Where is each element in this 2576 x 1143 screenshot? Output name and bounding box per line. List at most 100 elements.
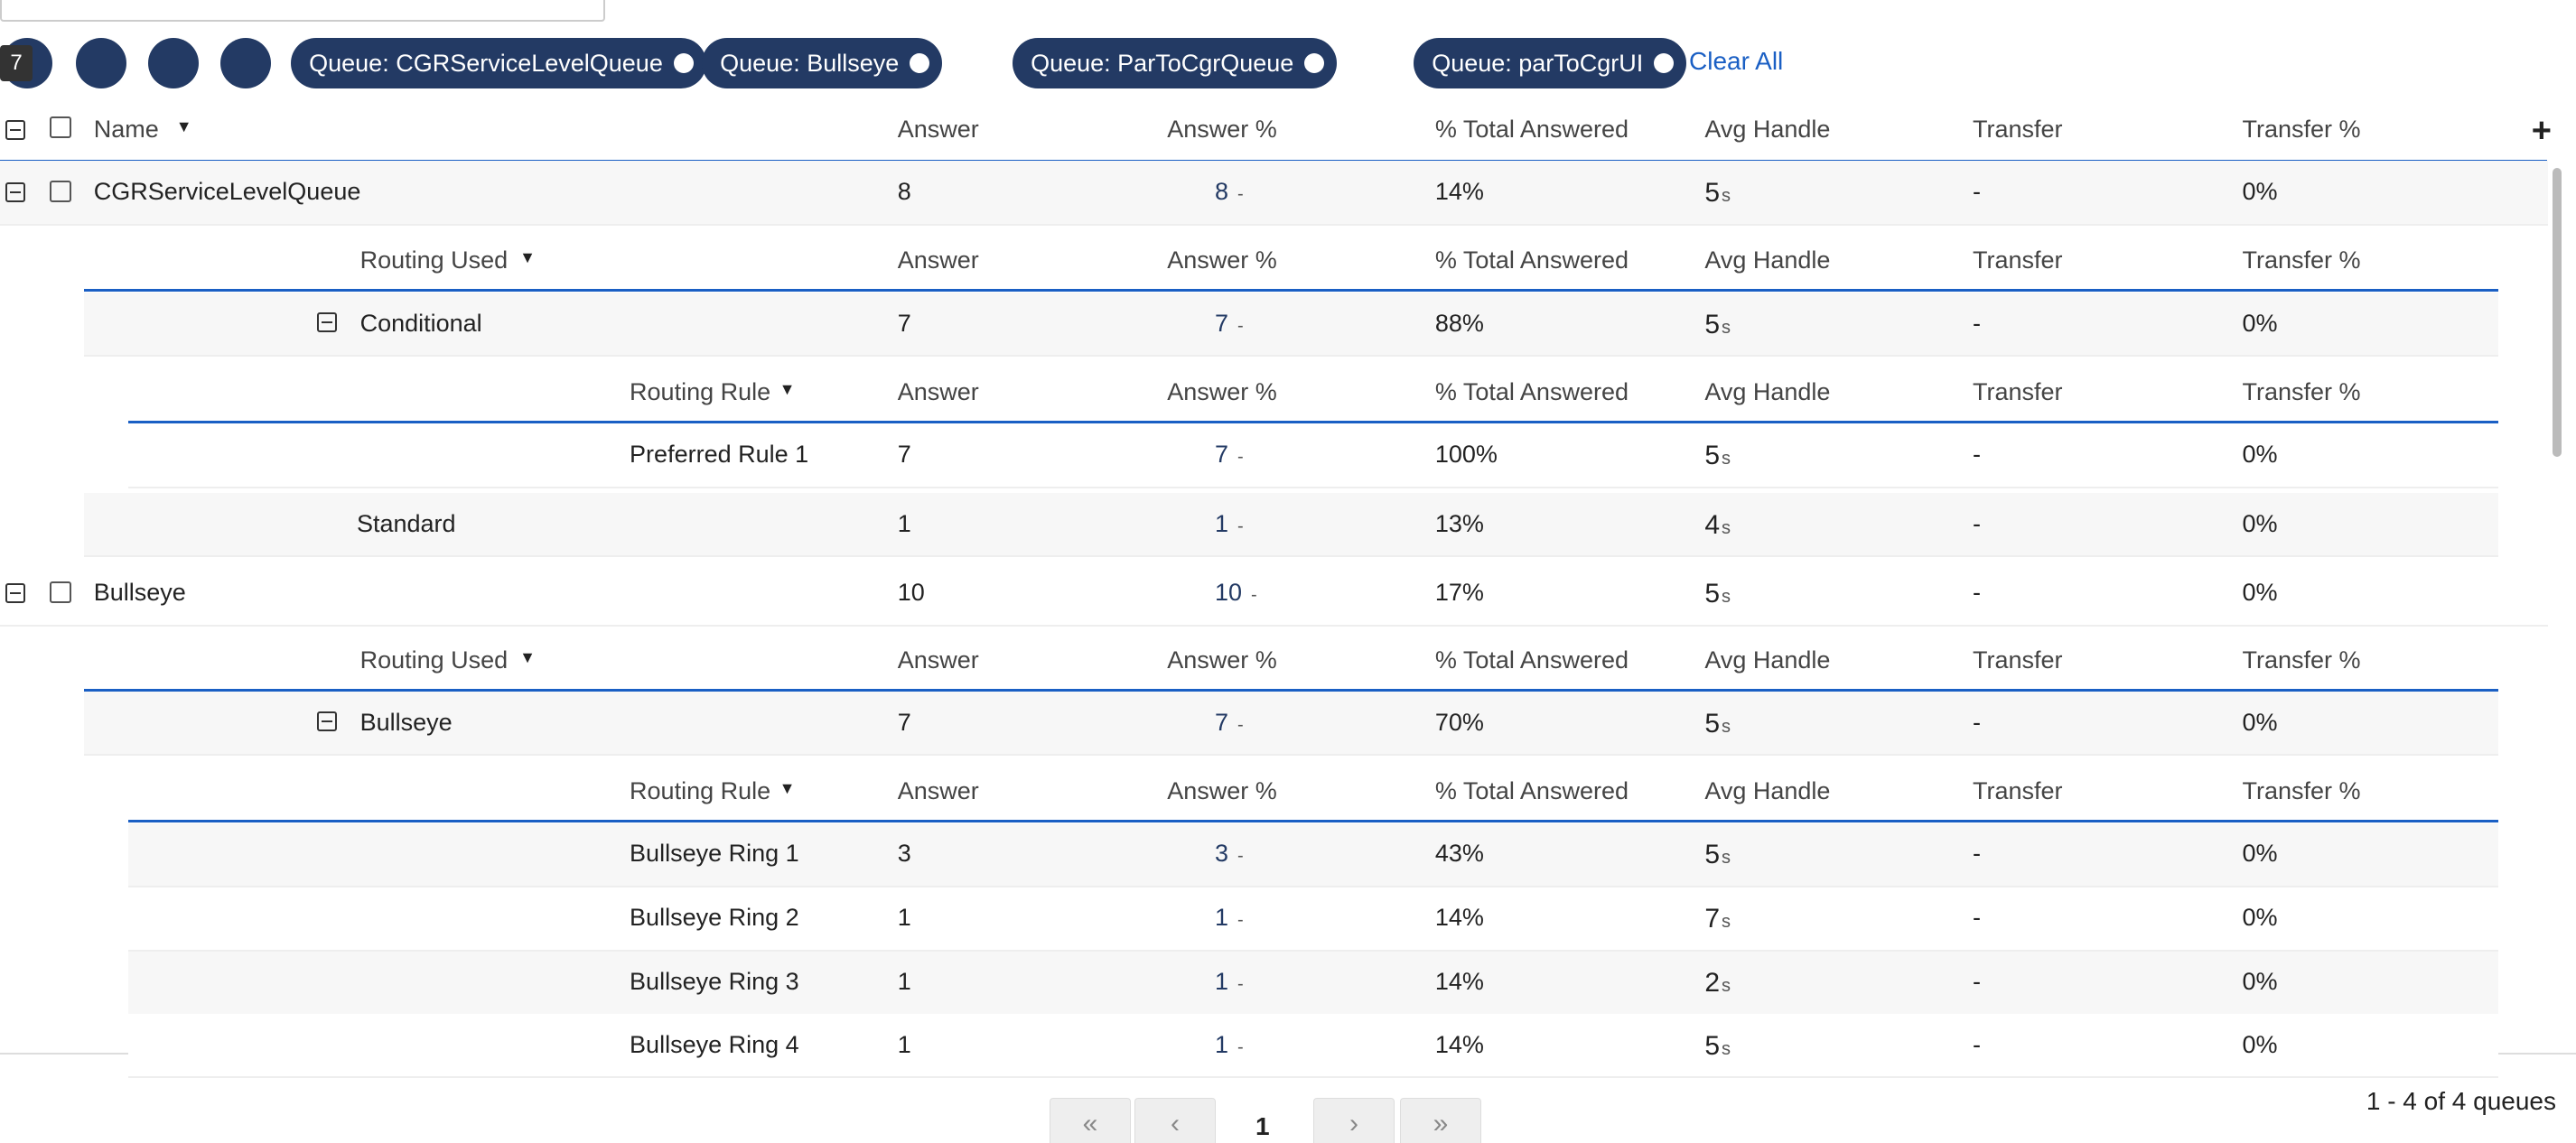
first-page[interactable]: « — [1050, 1098, 1131, 1143]
column-header: Avg Handle — [1704, 246, 1831, 274]
trend: - — [1237, 1036, 1244, 1057]
cell: - — [1973, 509, 1981, 537]
answer-pct: 1- — [1215, 968, 1244, 996]
cell: 1 — [897, 968, 911, 996]
row-name: Bullseye — [93, 579, 186, 607]
column-header: Answer % — [1167, 777, 1277, 805]
value: 5 — [1704, 1030, 1721, 1061]
collapse-icon[interactable] — [317, 311, 338, 332]
column-header: % Total Answered — [1434, 777, 1629, 805]
value: 4 — [1704, 509, 1721, 540]
unit: s — [1722, 587, 1731, 608]
collapse-icon[interactable] — [5, 583, 25, 604]
column-header: Transfer % — [2242, 777, 2361, 805]
email-icon[interactable] — [148, 38, 199, 88]
unit: s — [1722, 716, 1731, 737]
cell: - — [1973, 708, 1981, 736]
last-page[interactable]: » — [1400, 1098, 1481, 1143]
cell: 8 — [897, 177, 911, 205]
cell: - — [1973, 309, 1981, 337]
subheader-label: Routing Used — [359, 646, 509, 674]
answer-pct: 8- — [1215, 178, 1244, 206]
column-header: Answer — [897, 246, 979, 274]
row-bg — [127, 887, 2499, 952]
cell: 10 — [897, 579, 925, 607]
cell: 14% — [1434, 177, 1484, 205]
cell: - — [1973, 904, 1981, 932]
sort-arrow: ▼ — [779, 779, 796, 798]
cell: 17% — [1434, 579, 1484, 607]
filter-chip[interactable]: Queue: Bullseye — [702, 38, 943, 88]
column-header: Transfer — [1973, 115, 2063, 143]
sort-arrow: ▼ — [175, 116, 192, 135]
column-header: Answer % — [1167, 377, 1277, 405]
value: 10 — [1214, 579, 1243, 607]
row-checkbox[interactable] — [49, 581, 71, 604]
value: 8 — [1214, 177, 1228, 205]
subheader-line — [83, 289, 2499, 293]
column-header: Answer — [897, 646, 979, 674]
column-header: Answer % — [1167, 115, 1277, 143]
row-name: Bullseye — [359, 708, 453, 736]
row-bg — [83, 692, 2499, 757]
prev-page[interactable]: ‹ — [1134, 1098, 1216, 1143]
cell: 1 — [897, 1030, 911, 1058]
row-name: Bullseye Ring 4 — [630, 1030, 799, 1058]
current-page: 1 — [1255, 1112, 1270, 1140]
column-header: Avg Handle — [1704, 777, 1831, 805]
cell: 0% — [2242, 579, 2278, 607]
trend: - — [1237, 183, 1244, 204]
trend: - — [1251, 585, 1257, 606]
unit: s — [1722, 1038, 1731, 1059]
cell: 0% — [2242, 309, 2278, 337]
next-page[interactable]: › — [1313, 1098, 1395, 1143]
value: 7 — [1214, 708, 1228, 736]
column-header: Answer — [897, 777, 979, 805]
answer-pct: 1- — [1215, 510, 1244, 538]
filter-chip[interactable]: Queue: ParToCgrQueue — [1013, 38, 1338, 88]
column-header: % Total Answered — [1434, 115, 1629, 143]
subheader-line — [127, 420, 2499, 423]
filter-chip[interactable]: Queue: CGRServiceLevelQueue — [291, 38, 706, 88]
cell: - — [1973, 441, 1981, 469]
trend: - — [1237, 714, 1244, 735]
collapse-icon[interactable] — [317, 711, 338, 731]
cell: 0% — [2242, 708, 2278, 736]
unit: s — [1722, 449, 1731, 469]
collapse-icon[interactable] — [5, 181, 25, 202]
message-icon[interactable] — [220, 38, 271, 88]
column-header: Answer — [897, 115, 979, 143]
chat-icon[interactable] — [76, 38, 126, 88]
answer-pct: 1- — [1215, 1031, 1244, 1059]
answer-pct: 7- — [1215, 709, 1244, 737]
value: 1 — [1214, 509, 1228, 537]
column-header: Answer % — [1167, 646, 1277, 674]
row-checkbox[interactable] — [49, 180, 71, 202]
filter-chip[interactable]: Queue: parToCgrUI — [1414, 38, 1687, 88]
column-header: Answer % — [1167, 246, 1277, 274]
search-box[interactable] — [0, 0, 605, 22]
cell: 0% — [2242, 177, 2278, 205]
scrollbar[interactable] — [2553, 168, 2562, 457]
cell: 14% — [1434, 968, 1484, 996]
clear-all[interactable]: Clear All — [1689, 47, 1784, 75]
row-bg — [127, 1013, 2499, 1079]
cell: - — [1973, 840, 1981, 868]
answer-pct: 3- — [1215, 840, 1244, 868]
row-bg — [127, 423, 2499, 488]
row-bg — [127, 822, 2499, 887]
cell: 7 — [897, 309, 911, 337]
cell: 88% — [1434, 309, 1484, 337]
value: 7 — [1214, 441, 1228, 469]
column-header: % Total Answered — [1434, 246, 1629, 274]
row-bg — [127, 951, 2499, 1016]
row-name: CGRServiceLevelQueue — [93, 177, 361, 205]
column-header: Answer — [897, 377, 979, 405]
unit: s — [1722, 848, 1731, 869]
cell: - — [1973, 1030, 1981, 1058]
